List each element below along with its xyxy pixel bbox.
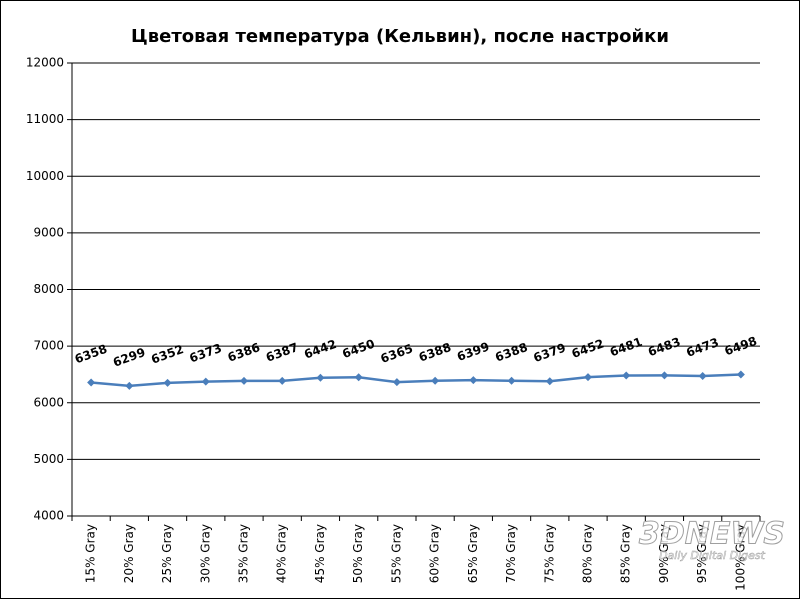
x-tick-label: 30% Gray [198, 524, 212, 583]
x-tick-label: 75% Gray [542, 524, 556, 583]
x-tick-label: 20% Gray [122, 524, 136, 583]
y-tick-label: 11000 [26, 112, 64, 126]
x-tick-label: 40% Gray [275, 524, 289, 583]
y-tick-label: 6000 [33, 395, 64, 409]
marker [660, 371, 669, 380]
x-tick-label: 45% Gray [313, 524, 327, 583]
marker [392, 378, 401, 387]
marker [240, 376, 248, 385]
x-tick-label: 35% Gray [237, 524, 251, 583]
y-tick-label: 10000 [26, 169, 64, 183]
watermark: 3DNEWS [639, 517, 785, 552]
marker [316, 373, 325, 382]
marker [163, 378, 172, 387]
y-tick-label: 5000 [33, 452, 64, 466]
y-tick-label: 9000 [33, 225, 64, 239]
marker [125, 381, 134, 390]
x-tick-label: 25% Gray [160, 524, 174, 583]
y-tick-label: 12000 [26, 56, 64, 70]
marker [87, 378, 96, 387]
marker [736, 370, 745, 379]
x-tick-label: 50% Gray [351, 524, 365, 583]
y-tick-label: 7000 [33, 339, 64, 353]
marker [622, 371, 631, 380]
marker [469, 376, 478, 385]
marker [698, 371, 707, 380]
marker [584, 373, 592, 382]
x-tick-label: 15% Gray [84, 524, 98, 583]
marker [354, 373, 363, 382]
series-line [91, 373, 741, 388]
watermark-subtitle: Daily Digital Digest [659, 549, 766, 562]
marker [201, 377, 210, 386]
marker [431, 376, 440, 385]
x-tick-label: 85% Gray [619, 524, 633, 583]
y-tick-label: 8000 [33, 282, 64, 296]
y-tick-label: 4000 [33, 509, 64, 523]
x-tick-label: 60% Gray [428, 524, 442, 583]
marker [545, 377, 554, 386]
x-tick-label: 90% Gray [657, 524, 671, 583]
x-tick-label: 70% Gray [504, 524, 518, 583]
marker [507, 376, 516, 385]
chart-title: Цветовая температура (Кельвин), после на… [131, 26, 669, 47]
x-tick-label: 55% Gray [389, 524, 403, 583]
marker [278, 376, 287, 385]
x-tick-label: 65% Gray [466, 524, 480, 583]
x-tick-label: 80% Gray [581, 524, 595, 583]
x-tick-label: 100% Gray [733, 524, 747, 591]
x-tick-label: 95% Gray [695, 524, 709, 583]
